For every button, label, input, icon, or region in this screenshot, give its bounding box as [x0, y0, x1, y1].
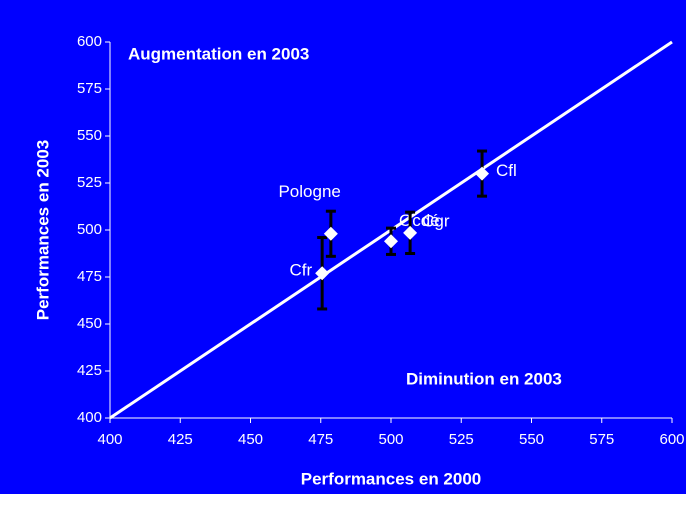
y-tick-label: 425 — [77, 362, 102, 379]
point-label: Cgr — [422, 211, 450, 230]
marker — [384, 234, 398, 249]
y-tick-label: 475 — [77, 268, 102, 285]
marker — [403, 225, 418, 240]
y-tick-label: 575 — [77, 80, 102, 97]
point-label: Cfr — [289, 261, 312, 280]
y-tick-label: 450 — [77, 315, 102, 332]
x-tick-label: 400 — [97, 431, 122, 448]
x-tick-label: 525 — [449, 431, 474, 448]
point-label: Pologne — [278, 182, 340, 201]
marker — [475, 166, 490, 181]
x-tick-label: 425 — [168, 431, 193, 448]
x-tick-label: 450 — [238, 431, 263, 448]
x-tick-label: 550 — [519, 431, 544, 448]
y-axis-title: Performances en 2003 — [33, 140, 52, 321]
y-tick-label: 525 — [77, 174, 102, 191]
annotation: Augmentation en 2003 — [128, 44, 309, 63]
x-tick-label: 475 — [308, 431, 333, 448]
y-tick-label: 500 — [77, 221, 102, 238]
marker — [315, 266, 330, 281]
annotation: Diminution en 2003 — [406, 369, 562, 388]
y-tick-label: 550 — [77, 127, 102, 144]
x-tick-label: 500 — [378, 431, 403, 448]
x-tick-label: 600 — [659, 431, 684, 448]
x-axis-title: Performances en 2000 — [301, 469, 482, 488]
x-tick-label: 575 — [589, 431, 614, 448]
marker — [323, 226, 338, 241]
y-tick-label: 400 — [77, 409, 102, 426]
background — [0, 0, 686, 494]
y-tick-label: 600 — [77, 33, 102, 50]
point-label: Cfl — [496, 161, 517, 180]
